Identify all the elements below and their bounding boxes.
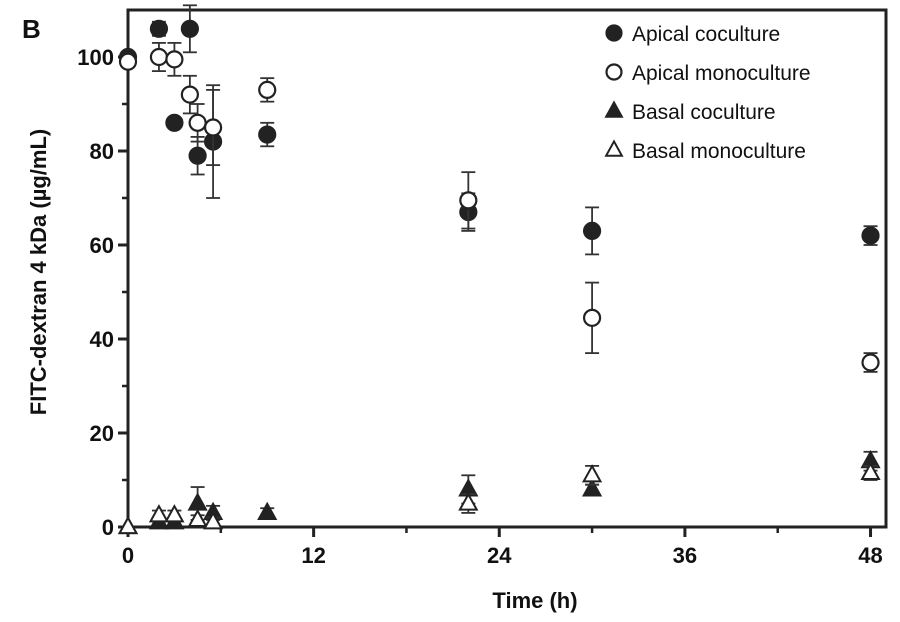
series-1: [118, 42, 880, 373]
series-3: [117, 461, 881, 535]
point-s1-6: [258, 80, 277, 100]
legend-label-1: Apical monoculture: [632, 62, 811, 85]
y-tick-label-2: 40: [90, 327, 114, 352]
point-s3-2: [164, 504, 185, 523]
axes: 0 12 24 36 48 0 20 40 60 80 100: [77, 8, 888, 568]
x-tick-label-3: 36: [673, 543, 697, 568]
legend: Apical coculture Apical monoculture Basal …: [604, 23, 811, 163]
x-tick-label-2: 24: [487, 543, 512, 568]
y-tick-label-5: 100: [77, 45, 114, 70]
point-s0-6: [258, 125, 277, 144]
x-tick-label-1: 12: [301, 543, 325, 568]
point-s3-4: [202, 511, 224, 530]
x-tick-label-0: 0: [122, 543, 134, 568]
point-s3-0: [117, 515, 139, 535]
point-s1-3: [180, 85, 199, 104]
point-s1-4: [188, 113, 207, 132]
point-s1-0: [118, 52, 138, 71]
plot-area: [117, 4, 881, 535]
panel-label: B: [22, 14, 41, 44]
point-s2-5: [257, 501, 278, 520]
legend-label-3: Basal monoculture: [632, 140, 806, 163]
point-s1-5: [203, 118, 223, 137]
x-tick-label-4: 48: [858, 543, 882, 568]
point-s3-6: [581, 464, 603, 483]
point-s0-4: [188, 146, 207, 165]
point-s3-7: [860, 461, 881, 481]
point-s2-3: [187, 492, 208, 511]
series-2: [117, 450, 881, 535]
legend-marker-1: [605, 63, 623, 81]
point-s3-3: [187, 508, 208, 528]
y-tick-label-1: 20: [90, 421, 114, 446]
point-s0-1: [149, 19, 169, 38]
legend-marker-3: [604, 139, 624, 157]
x-axis-title: Time (h): [492, 588, 577, 613]
point-s3-5: [458, 492, 479, 511]
point-s1-2: [165, 50, 184, 69]
legend-marker-0: [605, 24, 623, 42]
point-s3-1: [148, 504, 170, 523]
point-s0-2: [165, 113, 184, 132]
point-s0-9: [861, 226, 880, 245]
point-s1-1: [149, 47, 169, 67]
legend-marker-2: [604, 100, 624, 118]
point-s1-7: [459, 191, 478, 210]
point-s0-8: [582, 221, 602, 240]
y-axis-title: FITC-dextran 4 kDa (µg/mL): [26, 129, 51, 415]
y-tick-label-0: 0: [102, 515, 114, 540]
point-s1-8: [582, 308, 602, 327]
point-s2-7: [581, 478, 603, 497]
plot-frame: [126, 8, 888, 529]
point-s0-3: [180, 19, 199, 38]
legend-label-2: Basal coculture: [632, 101, 776, 124]
y-tick-label-3: 60: [90, 233, 114, 258]
point-s1-9: [861, 353, 880, 372]
y-tick-label-4: 80: [90, 139, 114, 164]
legend-label-0: Apical coculture: [632, 23, 780, 46]
